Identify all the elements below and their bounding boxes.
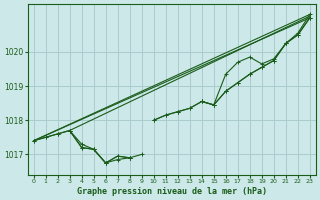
X-axis label: Graphe pression niveau de la mer (hPa): Graphe pression niveau de la mer (hPa) <box>77 187 267 196</box>
